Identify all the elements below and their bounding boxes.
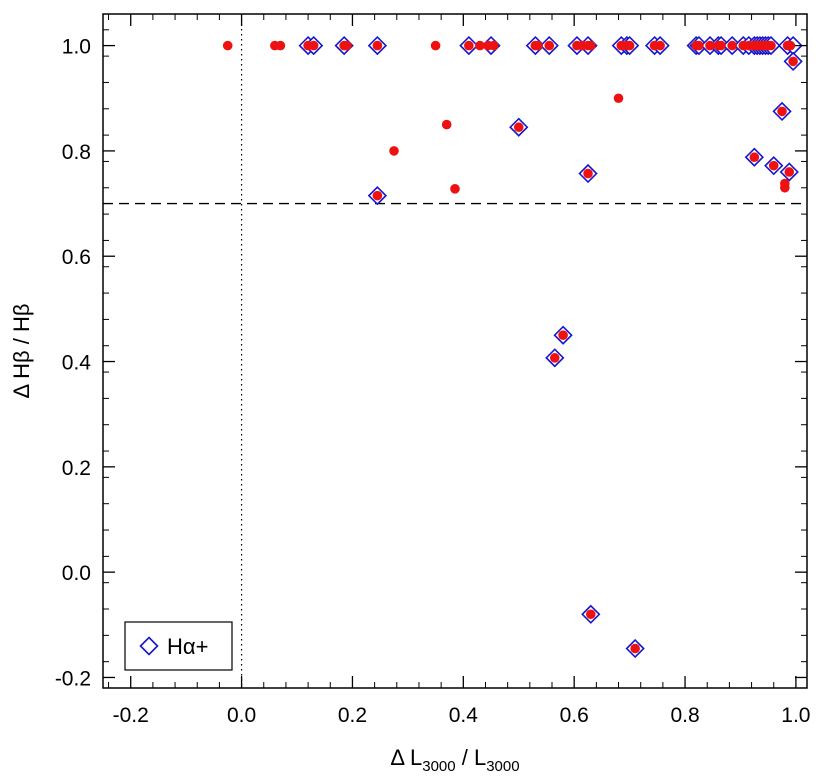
data-point-circle — [768, 160, 779, 171]
data-point-circle — [705, 40, 715, 51]
x-axis-title: Δ L3000 / L3000 — [390, 745, 519, 775]
x-axis-title-sub: 3000 — [422, 758, 455, 775]
y-tick-label: 0.2 — [62, 457, 91, 480]
data-point-circle — [586, 609, 596, 620]
data-points — [222, 35, 803, 659]
data-point-circle — [430, 40, 441, 51]
y-tick-label: 0.4 — [62, 352, 92, 375]
y-tick-label: -0.2 — [55, 667, 91, 690]
y-tick-label: 1.0 — [62, 36, 91, 59]
y-tick-label: 0.6 — [62, 246, 91, 269]
data-point-circle — [475, 40, 485, 51]
data-point-circle — [558, 330, 568, 341]
x-tick-label: 0.4 — [449, 704, 479, 727]
data-point-circle — [630, 643, 640, 654]
data-point-circle — [450, 184, 460, 194]
data-point-circle — [389, 146, 399, 156]
reference-lines — [103, 14, 807, 688]
x-axis-title-mid: / L — [456, 745, 487, 770]
legend-box — [124, 621, 233, 671]
data-point-circle — [766, 40, 776, 51]
data-point-circle — [785, 40, 796, 51]
legend: Hα+ — [124, 621, 233, 671]
x-tick-label: 0.6 — [560, 704, 589, 727]
y-axis-title: Δ Hβ / Hβ — [9, 303, 34, 398]
data-point-circle — [655, 40, 665, 51]
data-point-circle — [533, 40, 543, 51]
data-point-circle — [308, 40, 319, 51]
axis-ticks — [103, 14, 807, 689]
data-point-circle — [624, 40, 635, 51]
data-point-circle — [464, 40, 474, 51]
data-point-circle — [549, 353, 560, 363]
data-point-circle — [489, 40, 499, 51]
data-point-circle — [275, 40, 286, 51]
plot-frame — [102, 13, 808, 689]
x-tick-label: 0.0 — [227, 704, 256, 727]
x-axis-title-prefix: Δ L — [390, 745, 422, 770]
data-point-circle — [777, 106, 787, 117]
data-point-circle — [586, 40, 596, 51]
y-tick-label: 0.0 — [62, 562, 91, 585]
data-point-circle — [513, 122, 524, 133]
data-point-circle — [544, 40, 555, 51]
data-point-circle — [583, 168, 593, 179]
data-point-circle — [727, 40, 737, 51]
data-point-circle — [788, 56, 798, 67]
data-point-circle — [784, 167, 795, 177]
legend-diamond-icon — [139, 636, 159, 656]
x-tick-label: 1.0 — [781, 704, 810, 727]
x-axis-title-sub2: 3000 — [486, 758, 519, 775]
data-point-circle — [716, 40, 726, 51]
data-point-circle — [372, 190, 383, 201]
x-tick-label: -0.2 — [113, 704, 149, 727]
x-tick-label: 0.8 — [670, 704, 699, 727]
data-point-circle — [694, 40, 704, 51]
x-tick-label: 0.2 — [338, 704, 367, 727]
data-point-circle — [613, 93, 624, 104]
data-point-circle — [780, 182, 790, 193]
y-tick-label: 0.8 — [62, 141, 91, 164]
data-point-circle — [749, 152, 760, 163]
data-point-circle — [372, 40, 383, 51]
legend-label: Hα+ — [167, 634, 208, 659]
data-point-circle — [441, 119, 452, 130]
data-point-circle — [342, 40, 352, 51]
tick-labels: -0.2 0.0 0.2 0.4 0.6 0.8 1.0 -0.2 0.0 0.2 0.4 0.6 0.… — [55, 36, 811, 727]
data-point-circle — [222, 40, 233, 51]
